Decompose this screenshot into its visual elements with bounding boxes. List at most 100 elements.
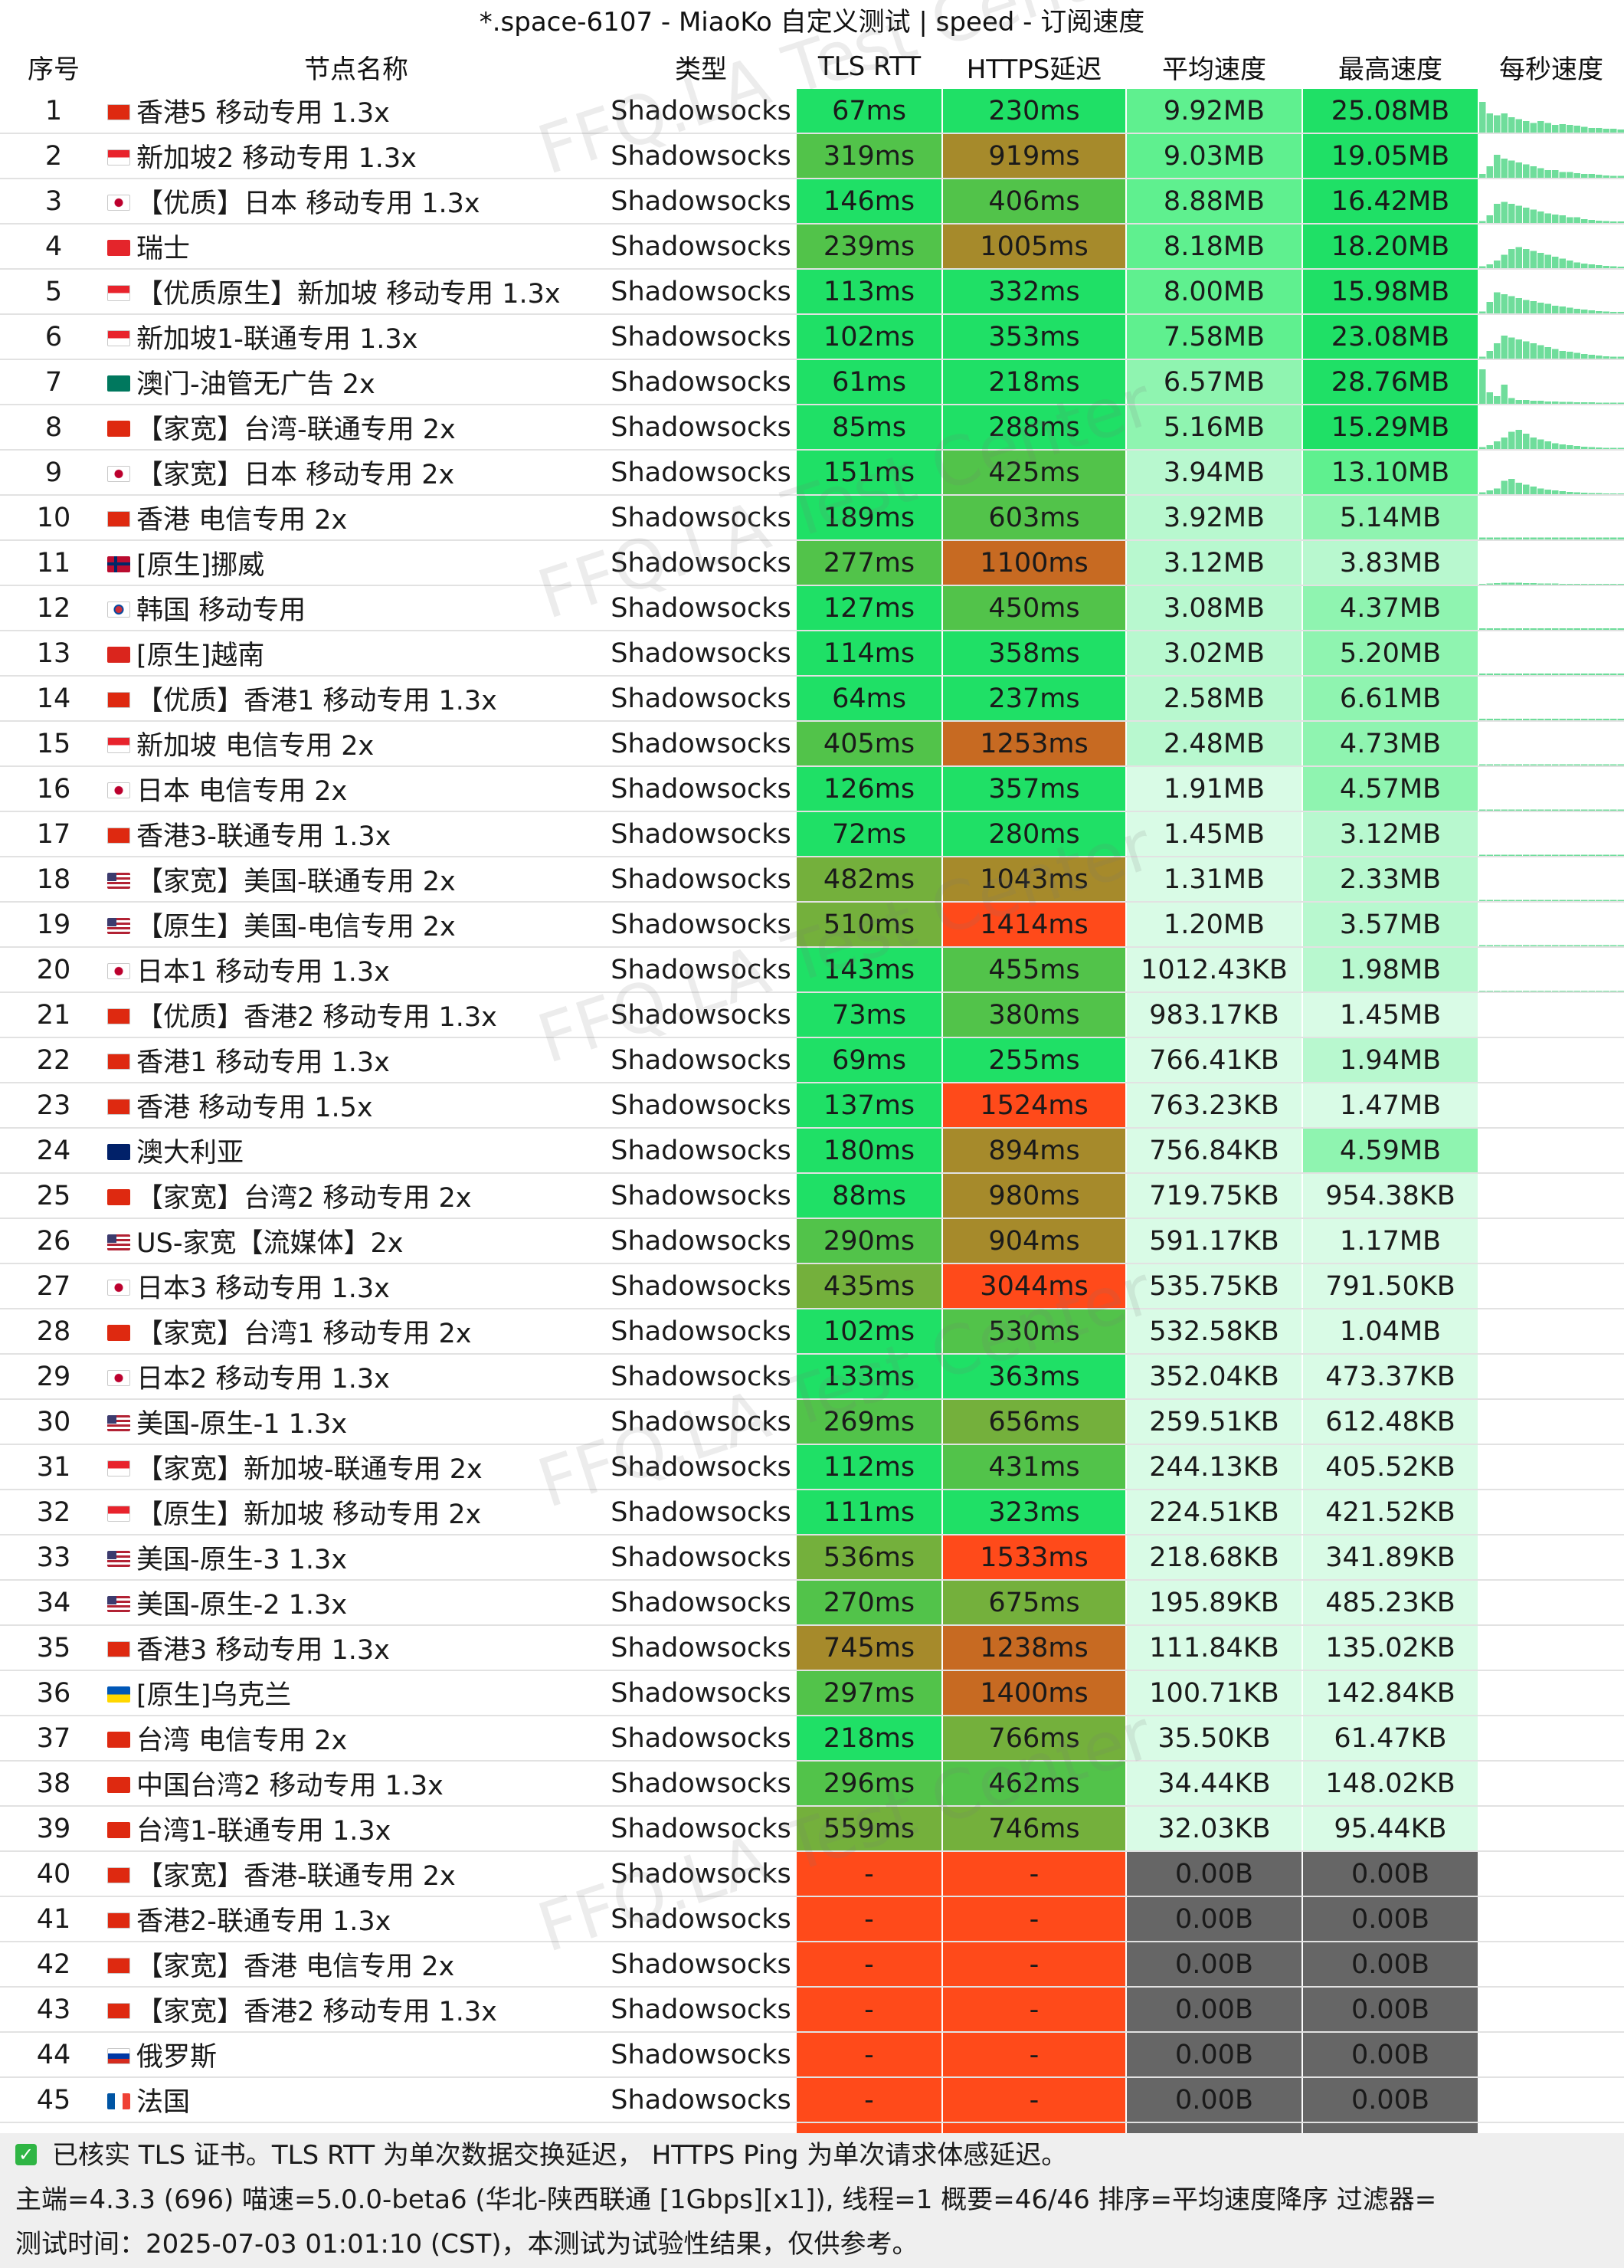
sparkline-bar (1544, 401, 1551, 403)
table-row[interactable]: 20 日本1 移动专用 1.3x Shadowsocks 143ms 455ms 1012… (0, 947, 1624, 993)
sparkline-bar (1603, 493, 1610, 494)
max-speed-value: 473.37KB (1302, 1354, 1479, 1400)
max-speed-value: 13.10MB (1302, 450, 1479, 496)
speed-sparkline (1479, 1942, 1624, 1986)
sparkline-bar (1567, 492, 1573, 493)
col-header-name[interactable]: 节点名称 (107, 44, 605, 89)
col-header-per-second[interactable]: 每秒速度 (1478, 44, 1624, 89)
table-row[interactable]: 32 【原生】新加坡 移动专用 2x Shadowsocks 111ms 323ms 22… (0, 1490, 1624, 1535)
table-row[interactable]: 1 香港5 移动专用 1.3x Shadowsocks 67ms 230ms 9.92MB… (0, 89, 1624, 134)
sparkline-bar (1596, 537, 1603, 539)
table-row[interactable]: 3 【优质】日本 移动专用 1.3x Shadowsocks 146ms 406ms 8.… (0, 179, 1624, 225)
table-row[interactable]: 42 【家宽】香港 电信专用 2x Shadowsocks - -0.00B 0.00B (0, 1942, 1624, 1988)
tls-rtt-value: 85ms (797, 405, 943, 451)
col-header-max-speed[interactable]: 最高速度 (1302, 44, 1478, 89)
node-type: Shadowsocks (605, 2032, 797, 2078)
table-row[interactable]: 15 新加坡 电信专用 2x Shadowsocks 405ms 1253ms 2.48M… (0, 721, 1624, 767)
table-row[interactable]: 21 【优质】香港2 移动专用 1.3x Shadowsocks 73ms 380ms 9… (0, 992, 1624, 1038)
table-row[interactable]: 14 【优质】香港1 移动专用 1.3x Shadowsocks 64ms 237ms 2… (0, 676, 1624, 722)
sparkline-bar (1588, 447, 1595, 448)
table-row[interactable]: 24 澳大利亚 Shadowsocks 180ms 894ms 756.84KB 4.59M… (0, 1128, 1624, 1174)
table-row[interactable]: 31 【家宽】新加坡-联通专用 2x Shadowsocks 112ms 431ms 24… (0, 1444, 1624, 1490)
table-row[interactable]: 2 新加坡2 移动专用 1.3x Shadowsocks 319ms 919ms 9.03… (0, 133, 1624, 179)
table-row[interactable]: 13 [原生]越南 Shadowsocks 114ms 358ms 3.02MB 5.20M… (0, 631, 1624, 677)
col-header-index[interactable]: 序号 (0, 44, 107, 89)
table-row[interactable]: 34 美国-原生-2 1.3x Shadowsocks 270ms 675ms 195.8… (0, 1580, 1624, 1626)
sparkline-bar (1573, 217, 1580, 222)
node-name: 【优质】日本 移动专用 1.3x (136, 188, 480, 219)
avg-speed-value: 0.00B (1126, 2077, 1303, 2123)
node-name: 【原生】新加坡 移动专用 2x (136, 1499, 482, 1530)
table-row[interactable]: 5 【优质原生】新加坡 移动专用 1.3x Shadowsocks 113ms 332m… (0, 269, 1624, 315)
sparkline-bar (1603, 447, 1609, 448)
sparkline-bar (1537, 900, 1544, 902)
table-row[interactable]: 35 香港3 移动专用 1.3x Shadowsocks 745ms 1238ms 111… (0, 1625, 1624, 1671)
per-second-graph (1478, 1037, 1624, 1083)
table-row[interactable]: 38 中国台湾2 移动专用 1.3x Shadowsocks 296ms 462ms 34… (0, 1761, 1624, 1807)
table-row[interactable]: 12 韩国 移动专用 Shadowsocks 127ms 450ms 3.08MB 4.37… (0, 585, 1624, 631)
https-latency-value: 1005ms (942, 224, 1127, 270)
table-row[interactable]: 29 日本2 移动专用 1.3x Shadowsocks 133ms 363ms 352.… (0, 1354, 1624, 1400)
table-row[interactable]: 41 香港2-联通专用 1.3x Shadowsocks - -0.00B 0.00B (0, 1896, 1624, 1942)
per-second-graph (1478, 359, 1624, 405)
tls-rtt-value: 133ms (797, 1354, 943, 1400)
sparkline-bar (1559, 306, 1566, 313)
table-row[interactable]: 9 【家宽】日本 移动专用 2x Shadowsocks 151ms 425ms 3.94… (0, 450, 1624, 496)
sparkline-bar (1544, 123, 1551, 132)
table-row[interactable]: 26 US-家宽【流媒体】2x Shadowsocks 290ms 904ms 591.1… (0, 1218, 1624, 1264)
table-row[interactable]: 40 【家宽】香港-联通专用 2x Shadowsocks - -0.00B 0.00B (0, 1851, 1624, 1897)
speed-sparkline (1479, 854, 1624, 855)
avg-speed-value: 0.00B (1126, 1896, 1303, 1942)
col-header-avg-speed[interactable]: 平均速度 (1126, 44, 1302, 89)
speed-sparkline (1479, 677, 1624, 720)
table-row[interactable]: 23 香港 移动专用 1.5x Shadowsocks 137ms 1524ms 763.… (0, 1083, 1624, 1129)
speed-sparkline (1479, 1988, 1624, 2031)
table-row[interactable]: 4 瑞士 Shadowsocks 239ms 1005ms 8.18MB 18.20MB (0, 224, 1624, 270)
node-type: Shadowsocks (605, 1399, 797, 1445)
table-row[interactable]: 44 俄罗斯 Shadowsocks - -0.00B 0.00B (0, 2032, 1624, 2078)
check-icon: ✓ (15, 2143, 37, 2165)
max-speed-value: 1.47MB (1302, 1083, 1479, 1129)
table-row[interactable]: 10 香港 电信专用 2x Shadowsocks 189ms 603ms 3.92MB 5… (0, 495, 1624, 541)
table-row[interactable]: 18 【家宽】美国-联通专用 2x Shadowsocks 482ms 1043ms 1.… (0, 857, 1624, 903)
table-row[interactable]: 8 【家宽】台湾-联通专用 2x Shadowsocks 85ms 288ms 5.16M… (0, 405, 1624, 451)
sparkline-bar (1552, 443, 1559, 448)
per-second-graph (1478, 1128, 1624, 1174)
flag-ru-icon (107, 2047, 130, 2064)
table-row[interactable]: 36 [原生]乌克兰 Shadowsocks 297ms 1400ms 100.71KB 1… (0, 1670, 1624, 1716)
sparkline-bar (1508, 764, 1515, 765)
sparkline-bar (1501, 900, 1508, 902)
table-row[interactable]: 16 日本 电信专用 2x Shadowsocks 126ms 357ms 1.91MB 4… (0, 766, 1624, 812)
col-header-tls-rtt[interactable]: TLS RTT (797, 44, 942, 89)
sparkline-bar (1501, 159, 1508, 177)
sparkline-bar (1559, 215, 1566, 222)
table-row[interactable]: 27 日本3 移动专用 1.3x Shadowsocks 435ms 3044ms 535… (0, 1263, 1624, 1309)
table-row[interactable]: 11 [原生]挪威 Shadowsocks 277ms 1100ms 3.12MB 3.83… (0, 540, 1624, 586)
col-header-type[interactable]: 类型 (605, 44, 797, 89)
sparkline-bar (1479, 221, 1486, 222)
sparkline-bar (1479, 900, 1486, 902)
sparkline-bar (1515, 400, 1522, 403)
table-row[interactable]: 45 法国 Shadowsocks - -0.00B 0.00B (0, 2077, 1624, 2123)
table-row[interactable]: 30 美国-原生-1 1.3x Shadowsocks 269ms 656ms 259.5… (0, 1399, 1624, 1445)
table-row[interactable]: 7 澳门-油管无广告 2x Shadowsocks 61ms 218ms 6.57MB 28… (0, 359, 1624, 405)
table-row[interactable]: 39 台湾1-联通专用 1.3x Shadowsocks 559ms 746ms 32.0… (0, 1806, 1624, 1852)
table-row[interactable]: 43 【家宽】香港2 移动专用 1.3x Shadowsocks - -0.00B 0.0… (0, 1987, 1624, 2033)
table-row[interactable]: 22 香港1 移动专用 1.3x Shadowsocks 69ms 255ms 766.4… (0, 1037, 1624, 1083)
avg-speed-value: 195.89KB (1126, 1580, 1303, 1626)
node-name-cell: US-家宽【流媒体】2x (107, 1218, 605, 1264)
table-row[interactable]: 6 新加坡1-联通专用 1.3x Shadowsocks 102ms 353ms 7.58… (0, 314, 1624, 360)
col-header-https[interactable]: HTTPS延迟 (942, 44, 1126, 89)
table-row[interactable]: 17 香港3-联通专用 1.3x Shadowsocks 72ms 280ms 1.45M… (0, 811, 1624, 857)
speed-sparkline (1479, 1490, 1624, 1534)
table-row[interactable]: 28 【家宽】台湾1 移动专用 2x Shadowsocks 102ms 530ms 53… (0, 1309, 1624, 1355)
table-row[interactable]: 33 美国-原生-3 1.3x Shadowsocks 536ms 1533ms 218.… (0, 1535, 1624, 1581)
node-name: 美国-原生-1 1.3x (136, 1409, 348, 1440)
table-row[interactable]: 19 【原生】美国-电信专用 2x Shadowsocks 510ms 1414ms 1.… (0, 902, 1624, 948)
table-row[interactable]: 37 台湾 电信专用 2x Shadowsocks 218ms 766ms 35.50KB… (0, 1716, 1624, 1762)
sparkline-bar (1508, 537, 1515, 539)
speed-sparkline (1479, 2033, 1624, 2076)
flag-hk-icon (107, 2002, 130, 2019)
table-row[interactable]: 25 【家宽】台湾2 移动专用 2x Shadowsocks 88ms 980ms 719… (0, 1173, 1624, 1219)
https-latency-value: 1100ms (942, 540, 1127, 586)
